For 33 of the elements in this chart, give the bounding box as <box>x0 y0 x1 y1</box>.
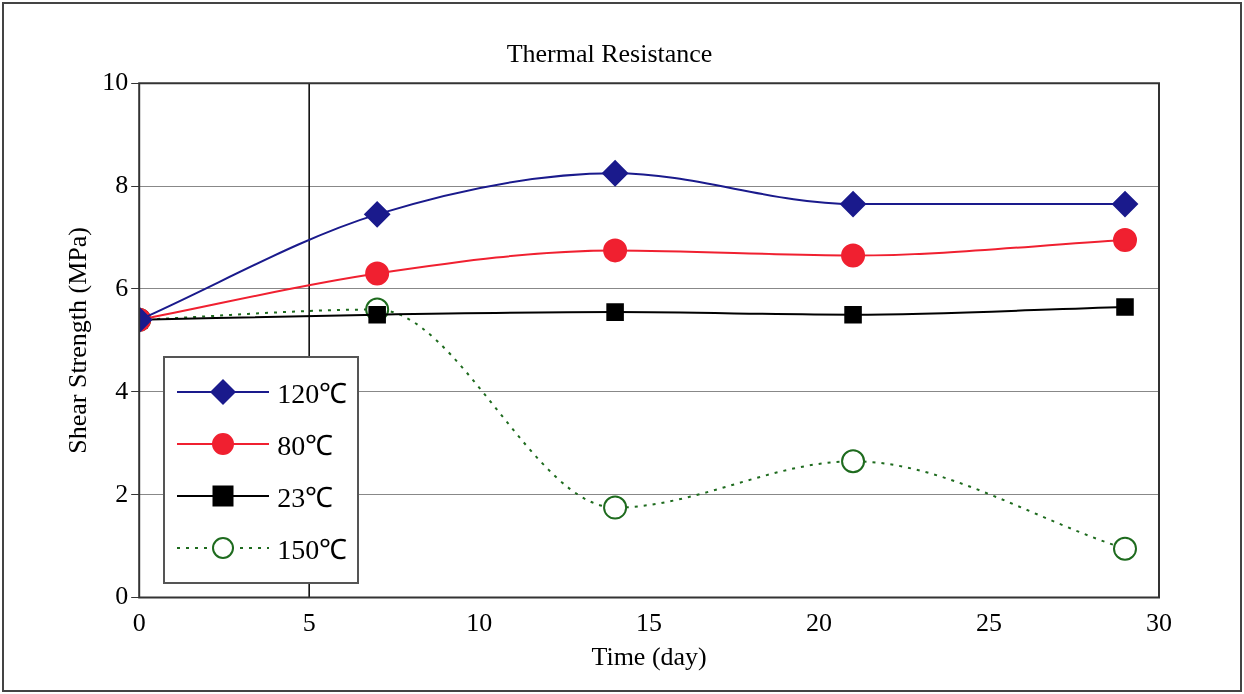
y-tick-label: 6 <box>115 272 129 302</box>
x-tick-label: 30 <box>1146 608 1172 638</box>
point <box>365 261 390 286</box>
chart-title: Thermal Resistance <box>506 39 713 69</box>
point <box>1113 228 1138 253</box>
point <box>1116 298 1134 316</box>
point <box>1112 191 1139 218</box>
point <box>844 305 862 324</box>
y-tick-label: 0 <box>115 581 129 611</box>
y-tick-label: 2 <box>115 478 129 508</box>
point <box>603 238 628 263</box>
x-tick-label: 10 <box>466 608 493 638</box>
y-tick-label: 10 <box>102 67 129 97</box>
point <box>840 191 867 218</box>
point <box>1113 536 1138 561</box>
point <box>841 449 866 474</box>
x-tick-label: 15 <box>636 608 663 638</box>
y-axis-title: Shear Strength (MPa) <box>63 227 93 454</box>
legend-label: 120℃ <box>277 376 348 411</box>
point <box>602 160 629 187</box>
point <box>364 201 391 228</box>
y-tick-label: 4 <box>115 375 129 405</box>
legend-label: 23℃ <box>277 480 334 515</box>
legend-label: 150℃ <box>277 532 348 567</box>
point <box>606 303 624 321</box>
x-axis-title: Time (day) <box>591 642 707 672</box>
legend-label: 80℃ <box>277 428 334 463</box>
point <box>841 243 866 268</box>
x-tick-label: 5 <box>302 608 316 638</box>
y-tick-label: 8 <box>115 169 129 199</box>
x-tick-label: 20 <box>806 608 833 638</box>
point <box>603 495 628 520</box>
x-tick-label: 25 <box>976 608 1003 638</box>
